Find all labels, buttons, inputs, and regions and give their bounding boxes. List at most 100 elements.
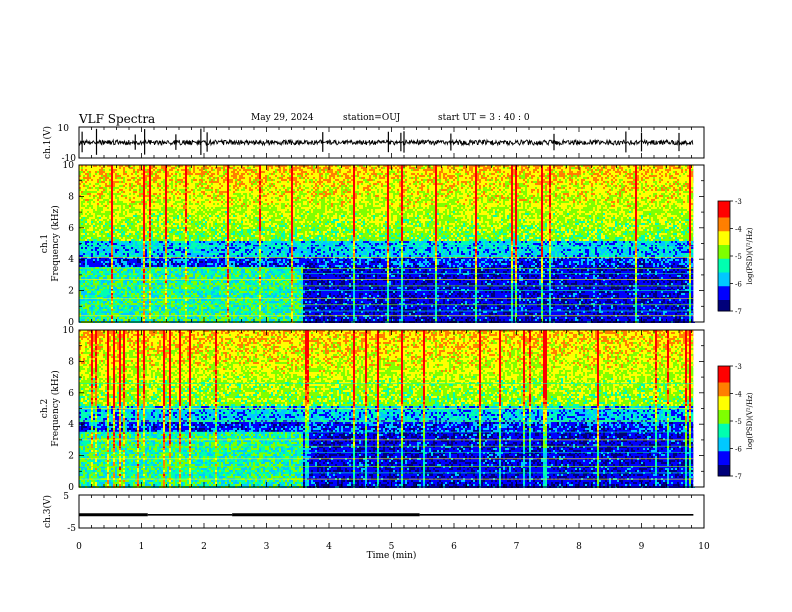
ch1-spectrogram-cell [151, 219, 153, 221]
ch1-spectrogram-cell [99, 247, 101, 249]
ch1-spectrogram-cell [141, 281, 143, 283]
ch1-spectrogram-cell [171, 169, 173, 171]
ch1-spectrogram-cell [95, 287, 97, 289]
ch1-spectrogram-cell [163, 233, 165, 235]
ch1-spectrogram-cell [79, 193, 81, 195]
ch1-spectrogram-cell [133, 175, 135, 177]
ch1-spectrogram-cell [201, 247, 203, 249]
ch1-spectrogram-cell [175, 303, 177, 305]
ch1-spectrogram-cell [107, 233, 109, 235]
ch1-spectrogram-cell [141, 261, 143, 263]
ch1-spectrogram-cell [195, 179, 197, 181]
ch1-spectrogram-cell [91, 243, 93, 245]
ch1-spectrogram-cell [177, 175, 179, 177]
ch1-spectrogram-cell [83, 241, 85, 243]
ch1-spectrogram-cell [159, 179, 161, 181]
ch1-spectrogram-cell [139, 183, 141, 185]
ch1-spectrogram-cell [169, 251, 171, 253]
ch1-spectrogram-cell [197, 177, 199, 179]
ch1-spectrogram-cell [101, 229, 103, 231]
ch1-spectrogram-cell [155, 275, 157, 277]
ch1-spectrogram-cell [151, 261, 153, 263]
ch1-spectrogram-cell [123, 303, 125, 305]
ch1-spectrogram-cell [85, 197, 87, 199]
ch1-spectrogram-cell [129, 309, 131, 311]
ch1-spectrogram-cell [93, 289, 95, 291]
ch1-spectrogram-cell [79, 259, 81, 261]
ch1-spectrogram-cell [125, 173, 127, 175]
ch1-spectrogram-cell [115, 225, 117, 227]
ch1-spectrogram-cell [189, 275, 191, 277]
ch1-spectrogram-cell [177, 253, 179, 255]
ch1-spectrogram-cell [87, 255, 89, 257]
ch1-spectrogram-cell [101, 193, 103, 195]
ch1-spectrogram-cell [117, 299, 119, 301]
ch1-spectrogram-cell [99, 273, 101, 275]
ch1-spectrogram-cell [199, 297, 201, 299]
ch1-spectrogram-cell [103, 287, 105, 289]
ch1-spectrogram-cell [195, 207, 197, 209]
ch1-spectrogram-cell [123, 233, 125, 235]
ch1-spectrogram-cell [187, 203, 189, 205]
ch1-spectrogram-cell [83, 265, 85, 267]
ch1-spectrogram-cell [95, 231, 97, 233]
ch1-spectrogram-cell [191, 281, 193, 283]
ch1-spectrogram-cell [95, 319, 97, 321]
ch1-spectrogram-cell [153, 207, 155, 209]
ch1-spectrogram-cell [85, 241, 87, 243]
ch1-spectrogram-cell [129, 287, 131, 289]
ch1-spectrogram-cell [201, 279, 203, 281]
ch1-spectrogram-cell [93, 237, 95, 239]
ch1-spectrogram-cell [97, 205, 99, 207]
ch1-spectrogram-cell [149, 279, 151, 281]
ch1-spectrogram-cell [91, 241, 93, 243]
ch1-spectrogram-cell [115, 223, 117, 225]
ch1-spectrogram-cell [113, 181, 115, 183]
ch1-spectrogram-cell [91, 183, 93, 185]
ch1-spectrogram-cell [151, 233, 153, 235]
ch1-spectrogram-cell [195, 277, 197, 279]
ch1-spectrogram-cell [187, 167, 189, 169]
ch1-spectrogram-cell [161, 205, 163, 207]
ch1-spectrogram-cell [103, 219, 105, 221]
ch1-spectrogram-cell [115, 303, 117, 305]
ch1-spectrogram-cell [183, 185, 185, 187]
ch1-spectrogram-cell [185, 293, 187, 295]
ch1-spectrogram-cell [169, 223, 171, 225]
ch1-spectrogram-cell [187, 201, 189, 203]
ch1-spectrogram-cell [173, 293, 175, 295]
ch1-spectrogram-cell [179, 175, 181, 177]
ch1-spectrogram-cell [97, 181, 99, 183]
ch1-spectrogram-cell [165, 275, 167, 277]
ch1-spectrogram-cell [113, 299, 115, 301]
ch1-spectrogram-cell [115, 283, 117, 285]
ch1-spectrogram-cell [121, 227, 123, 229]
ch1-spectrogram-cell [185, 319, 187, 321]
ch1-spectrogram-cell [107, 289, 109, 291]
ch1-spectrogram-cell [179, 193, 181, 195]
ch1-spectrogram-cell [187, 197, 189, 199]
ch1-spectrogram-cell [103, 223, 105, 225]
ch1-spectrogram-cell [161, 171, 163, 173]
ch1-spectrogram-cell [201, 301, 203, 303]
ch1-spectrogram-cell [95, 295, 97, 297]
ch1-spectrogram-cell [157, 233, 159, 235]
ch1-spectrogram-cell [145, 279, 147, 281]
ch1-spectrogram-cell [175, 181, 177, 183]
ch1-spectrogram-cell [127, 173, 129, 175]
ch1-spectrogram-cell [91, 273, 93, 275]
ch1-spectrogram-cell [173, 237, 175, 239]
ch1-spectrogram-cell [105, 317, 107, 319]
ch1-spectrogram-cell [83, 299, 85, 301]
ch1-spectrogram-cell [133, 217, 135, 219]
ch1-spectrogram-cell [147, 217, 149, 219]
ch1-spectrogram-cell [159, 277, 161, 279]
ch1-spectrogram-cell [189, 313, 191, 315]
ch1-spectrogram-cell [137, 251, 139, 253]
ch1-spectrogram-cell [149, 307, 151, 309]
ch1-spectrogram-cell [189, 281, 191, 283]
ch1-spectrogram-cell [151, 235, 153, 237]
ch1-spectrogram-cell [179, 215, 181, 217]
ch1-spectrogram-cell [205, 191, 207, 193]
ch1-spectrogram-cell [171, 173, 173, 175]
